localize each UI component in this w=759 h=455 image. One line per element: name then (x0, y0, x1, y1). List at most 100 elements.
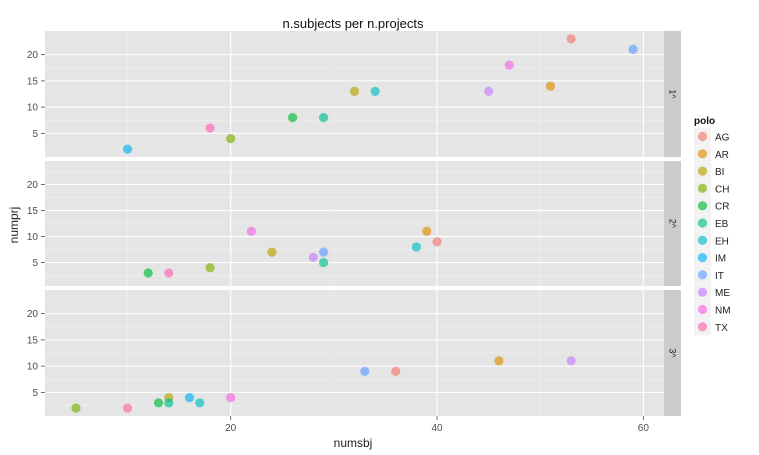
legend-label: BI (715, 167, 724, 178)
legend-label: IT (715, 271, 724, 282)
data-point (122, 144, 133, 154)
legend: polo AG AR BI CH CR EB EH IM IT ME NM TX (694, 116, 731, 336)
legend-marker (697, 149, 708, 159)
legend-item: TX (694, 318, 728, 336)
data-point (349, 86, 360, 96)
data-point (246, 226, 256, 236)
x-axis: 20 40 60 (225, 416, 649, 434)
data-point (205, 123, 215, 133)
legend-marker (697, 201, 708, 211)
data-point (318, 247, 329, 257)
legend-label: EH (715, 236, 729, 247)
x-tick-label: 60 (638, 423, 650, 434)
legend-label: AR (715, 150, 729, 161)
legend-marker (697, 253, 708, 263)
legend-item: NM (694, 301, 731, 318)
legend-item: AR (694, 145, 729, 163)
data-point (504, 60, 514, 70)
legend-item: BI (694, 162, 724, 180)
y-tick-label: 20 (27, 50, 39, 61)
data-point (484, 86, 494, 96)
facet-panels: 5 10 15 20 1^ 5 10 15 20 2^ 5 10 15 20 3^ (27, 31, 681, 416)
legend-marker (697, 166, 708, 176)
data-point (318, 113, 329, 123)
data-point (267, 247, 277, 257)
facet-strip-label: 3^ (668, 348, 678, 358)
legend-title: polo (694, 116, 715, 127)
data-point (122, 403, 133, 413)
legend-marker (697, 131, 708, 142)
legend-item: IT (694, 266, 724, 284)
data-point (226, 393, 236, 403)
facet-panel: 5 10 15 20 1^ (27, 31, 681, 157)
data-point (308, 252, 318, 262)
data-point (318, 257, 329, 268)
legend-marker (697, 235, 708, 245)
legend-item: EH (694, 231, 729, 249)
data-point (153, 398, 164, 408)
data-point (71, 403, 81, 413)
facet-panel: 5 10 15 20 3^ (27, 290, 681, 416)
legend-label: NM (715, 306, 731, 317)
y-tick-label: 15 (27, 206, 39, 217)
legend-marker (697, 322, 708, 332)
legend-label: ME (715, 288, 730, 299)
facet-strip (664, 161, 681, 286)
data-point (628, 44, 638, 54)
chart-title: n.subjects per n.projects (283, 16, 424, 31)
data-point (391, 366, 401, 376)
legend-label: IM (715, 254, 726, 265)
data-point (370, 86, 380, 96)
y-tick-label: 10 (27, 232, 39, 243)
data-point (164, 268, 174, 278)
legend-label: CR (715, 202, 729, 213)
data-point (226, 134, 236, 144)
legend-label: TX (715, 323, 728, 334)
data-point (422, 226, 432, 236)
legend-label: EB (715, 219, 729, 230)
legend-item: AG (694, 128, 730, 145)
facet-strip-label: 2^ (668, 219, 678, 229)
legend-item: EB (694, 214, 729, 232)
facet-strip-label: 1^ (668, 89, 678, 99)
legend-item: CH (694, 179, 729, 197)
y-tick-label: 10 (27, 362, 39, 373)
y-tick-label: 10 (27, 103, 39, 114)
facet-strip (664, 290, 681, 416)
facet-panel: 5 10 15 20 2^ (27, 161, 681, 286)
data-point (566, 356, 576, 366)
data-point (195, 398, 205, 408)
y-tick-label: 5 (32, 129, 38, 140)
legend-marker (697, 287, 708, 297)
data-point (432, 237, 442, 247)
legend-item: ME (694, 283, 730, 301)
y-tick-label: 20 (27, 309, 39, 320)
data-point (143, 268, 153, 278)
data-point (164, 398, 174, 408)
x-tick-label: 40 (431, 423, 443, 434)
legend-label: CH (715, 184, 729, 195)
y-tick-label: 5 (32, 258, 38, 269)
legend-marker (697, 218, 708, 228)
legend-label: AG (715, 133, 730, 144)
data-point (494, 356, 504, 366)
data-point (566, 34, 576, 44)
data-point (411, 242, 421, 252)
y-axis-title: numprj (7, 207, 21, 244)
y-tick-label: 15 (27, 76, 39, 87)
legend-marker (697, 304, 708, 315)
data-point (205, 263, 215, 273)
y-tick-label: 15 (27, 335, 39, 346)
y-tick-label: 5 (32, 388, 38, 399)
facet-strip (664, 31, 681, 157)
data-point (360, 366, 370, 376)
x-tick-label: 20 (225, 423, 237, 434)
data-point (288, 113, 298, 123)
legend-item: CR (694, 197, 729, 215)
data-point (184, 393, 195, 403)
x-axis-title: numsbj (334, 436, 373, 450)
data-point (545, 81, 556, 91)
legend-marker (697, 183, 708, 193)
legend-item: IM (694, 249, 726, 267)
